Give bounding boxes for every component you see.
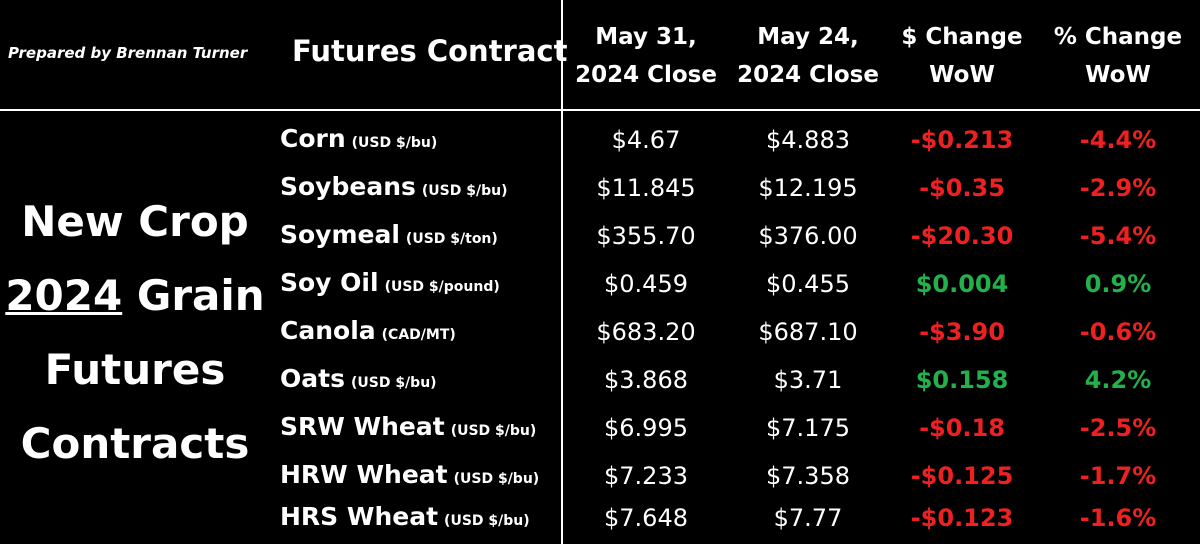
contract-unit: (USD $/bu) bbox=[350, 375, 437, 391]
side-title-grain: Grain bbox=[122, 271, 265, 320]
pct-change: -4.4% bbox=[1079, 126, 1157, 154]
may31-close: $3.868 bbox=[604, 366, 688, 394]
contract-label: HRS Wheat bbox=[280, 502, 439, 531]
table-row: Canola (CAD/MT) $683.20 $687.10 -$3.90 -0… bbox=[0, 310, 1200, 358]
col-header-may24-line2: 2024 Close bbox=[737, 62, 879, 88]
column-divider bbox=[561, 0, 563, 544]
contract-unit: (USD $/bu) bbox=[444, 513, 530, 529]
may24-close: $7.358 bbox=[766, 462, 850, 490]
contract-unit: (USD $/bu) bbox=[421, 183, 508, 199]
pct-change: -1.6% bbox=[1079, 504, 1157, 532]
contract-unit: (USD $/pound) bbox=[384, 279, 500, 295]
may24-close: $4.883 bbox=[766, 126, 850, 154]
side-title: New Crop 2024 Grain Futures Contracts bbox=[0, 185, 270, 481]
table-row: Soy Oil (USD $/pound) $0.459 $0.455 $0.00… bbox=[0, 262, 1200, 310]
col-header-may31-close: May 31, 2024 Close bbox=[566, 18, 726, 94]
may24-close: $376.00 bbox=[758, 222, 858, 250]
contract-name: Soymeal (USD $/ton) bbox=[280, 220, 498, 249]
futures-contract-header: Futures Contract bbox=[292, 34, 568, 68]
pct-change: -1.7% bbox=[1079, 462, 1157, 490]
table-row: Corn (USD $/bu) $4.67 $4.883 -$0.213 -4.4… bbox=[0, 118, 1200, 166]
contract-unit: (USD $/ton) bbox=[405, 231, 498, 247]
contract-unit: (USD $/bu) bbox=[453, 471, 540, 487]
contract-label: HRW Wheat bbox=[280, 460, 448, 489]
may24-close: $687.10 bbox=[758, 318, 858, 346]
prepared-by-credit: Prepared by Brennan Turner bbox=[8, 44, 248, 62]
col-header-dollar-line2: WoW bbox=[929, 62, 995, 88]
side-title-year: 2024 bbox=[5, 271, 123, 320]
may24-close: $7.175 bbox=[766, 414, 850, 442]
may31-close: $683.20 bbox=[596, 318, 696, 346]
may31-close: $6.995 bbox=[604, 414, 688, 442]
table-row: Oats (USD $/bu) $3.868 $3.71 $0.158 4.2% bbox=[0, 358, 1200, 406]
contract-unit: (CAD/MT) bbox=[381, 327, 456, 343]
may24-close: $12.195 bbox=[758, 174, 858, 202]
may24-close: $3.71 bbox=[773, 366, 843, 394]
side-title-line4: Contracts bbox=[20, 419, 250, 468]
header-divider bbox=[0, 109, 1200, 111]
may24-close: $7.77 bbox=[773, 504, 843, 532]
col-header-pct-line1: % Change bbox=[1053, 24, 1183, 50]
side-title-line1: New Crop bbox=[21, 197, 249, 246]
contract-label: Corn bbox=[280, 124, 346, 153]
dollar-change: -$3.90 bbox=[919, 318, 1005, 346]
dollar-change: -$0.125 bbox=[910, 462, 1014, 490]
table-row: HRS Wheat (USD $/bu) $7.648 $7.77 -$0.123… bbox=[0, 496, 1200, 544]
contract-name: Canola (CAD/MT) bbox=[280, 316, 456, 345]
table-row: SRW Wheat (USD $/bu) $6.995 $7.175 -$0.18… bbox=[0, 406, 1200, 454]
col-header-may31-line1: May 31, bbox=[595, 24, 697, 50]
contract-label: Canola bbox=[280, 316, 376, 345]
contract-unit: (USD $/bu) bbox=[351, 135, 438, 151]
col-header-dollar-line1: $ Change bbox=[901, 24, 1023, 50]
dollar-change: -$0.18 bbox=[919, 414, 1005, 442]
col-header-may24-line1: May 24, bbox=[757, 24, 859, 50]
dollar-change: -$0.213 bbox=[910, 126, 1014, 154]
dollar-change: $0.004 bbox=[915, 270, 1009, 298]
may24-close: $0.455 bbox=[766, 270, 850, 298]
col-header-dollar-change: $ Change WoW bbox=[882, 18, 1042, 94]
contract-name: SRW Wheat (USD $/bu) bbox=[280, 412, 536, 441]
col-header-pct-change: % Change WoW bbox=[1038, 18, 1198, 94]
pct-change: -0.6% bbox=[1079, 318, 1157, 346]
pct-change: 4.2% bbox=[1084, 366, 1152, 394]
pct-change: 0.9% bbox=[1084, 270, 1152, 298]
contract-name: Corn (USD $/bu) bbox=[280, 124, 437, 153]
col-header-may31-line2: 2024 Close bbox=[575, 62, 717, 88]
contract-label: SRW Wheat bbox=[280, 412, 445, 441]
pct-change: -2.5% bbox=[1079, 414, 1157, 442]
may31-close: $11.845 bbox=[596, 174, 696, 202]
contract-name: Soy Oil (USD $/pound) bbox=[280, 268, 500, 297]
side-title-line3: Futures bbox=[44, 345, 226, 394]
contract-name: HRS Wheat (USD $/bu) bbox=[280, 502, 530, 531]
contract-name: Soybeans (USD $/bu) bbox=[280, 172, 507, 201]
dollar-change: $0.158 bbox=[915, 366, 1009, 394]
contract-label: Oats bbox=[280, 364, 345, 393]
may31-close: $355.70 bbox=[596, 222, 696, 250]
may31-close: $0.459 bbox=[604, 270, 688, 298]
side-title-line2: 2024 Grain bbox=[0, 259, 270, 333]
may31-close: $4.67 bbox=[611, 126, 681, 154]
dollar-change: -$20.30 bbox=[910, 222, 1014, 250]
table-row: HRW Wheat (USD $/bu) $7.233 $7.358 -$0.12… bbox=[0, 454, 1200, 502]
contract-label: Soybeans bbox=[280, 172, 416, 201]
col-header-pct-line2: WoW bbox=[1085, 62, 1151, 88]
contract-label: Soy Oil bbox=[280, 268, 379, 297]
col-header-may24-close: May 24, 2024 Close bbox=[728, 18, 888, 94]
pct-change: -5.4% bbox=[1079, 222, 1157, 250]
may31-close: $7.233 bbox=[604, 462, 688, 490]
contract-name: HRW Wheat (USD $/bu) bbox=[280, 460, 539, 489]
table-row: Soymeal (USD $/ton) $355.70 $376.00 -$20.… bbox=[0, 214, 1200, 262]
may31-close: $7.648 bbox=[604, 504, 688, 532]
pct-change: -2.9% bbox=[1079, 174, 1157, 202]
contract-label: Soymeal bbox=[280, 220, 400, 249]
dollar-change: -$0.35 bbox=[919, 174, 1005, 202]
table-row: Soybeans (USD $/bu) $11.845 $12.195 -$0.3… bbox=[0, 166, 1200, 214]
dollar-change: -$0.123 bbox=[910, 504, 1014, 532]
contract-unit: (USD $/bu) bbox=[450, 423, 537, 439]
contract-name: Oats (USD $/bu) bbox=[280, 364, 437, 393]
